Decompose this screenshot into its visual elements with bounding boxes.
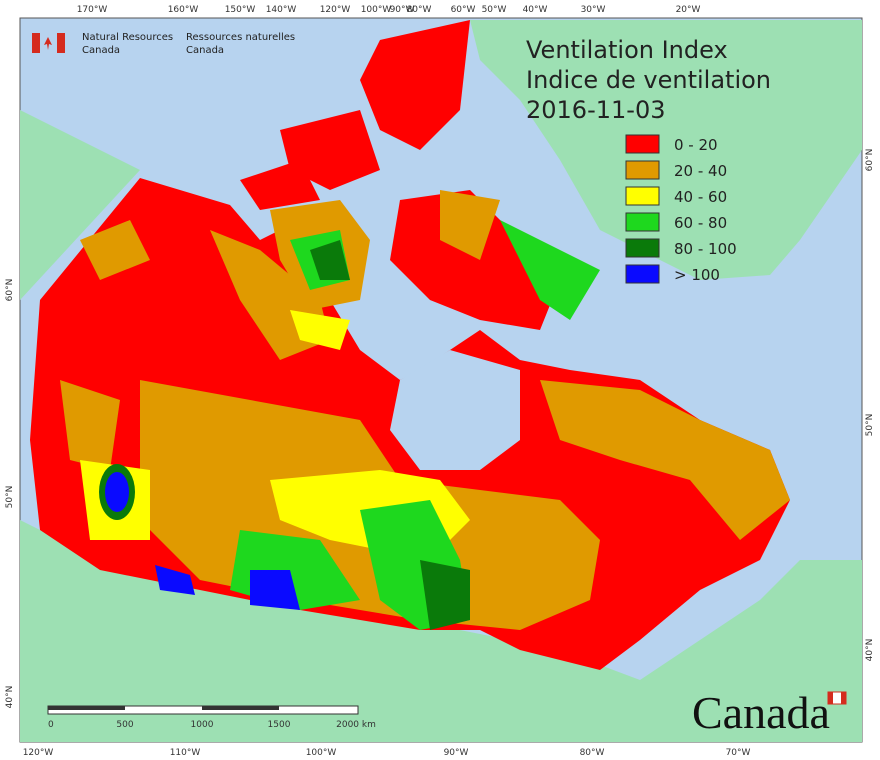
lon-label: 90°W (390, 5, 415, 15)
agency: Natural Resources (82, 32, 173, 43)
lat-label: 60°N (5, 279, 15, 302)
flag (44, 37, 52, 50)
agency: Canada (82, 45, 120, 56)
island (360, 20, 470, 150)
lon-label: 30°W (581, 5, 606, 15)
legend-swatch (625, 264, 660, 284)
baffin (390, 190, 560, 330)
zone (80, 220, 150, 280)
zone (420, 560, 470, 630)
scale-label: 0 (48, 720, 54, 730)
lat-label: 50°N (865, 414, 875, 437)
lon-label: 120°W (23, 748, 54, 758)
legend-label: > 100 (674, 266, 720, 284)
lon-label: 160°W (168, 5, 199, 15)
zone (155, 565, 195, 595)
scale-bar (48, 706, 125, 710)
lat-label: 40°N (865, 639, 875, 662)
legend-swatch (625, 212, 660, 232)
scale-label: 2000 km (336, 720, 376, 730)
zone (500, 220, 600, 320)
title: Ventilation Index (526, 36, 728, 64)
lon-label: 60°W (451, 5, 476, 15)
legend-label: 60 - 80 (674, 214, 727, 232)
flag (32, 33, 40, 53)
lon-label: 140°W (266, 5, 297, 15)
legend-label: 0 - 20 (674, 136, 718, 154)
title: Indice de ventilation (526, 66, 771, 94)
usa (20, 520, 862, 742)
scale-bar (202, 706, 279, 710)
zone (540, 380, 790, 540)
wordmark-flag (828, 692, 833, 704)
lon-label: 100°W (306, 748, 337, 758)
scale-label: 1500 (268, 720, 291, 730)
hudson-bay (390, 350, 520, 470)
lat-label: 40°N (5, 686, 15, 709)
lon-label: 80°W (407, 5, 432, 15)
lon-label: 120°W (320, 5, 351, 15)
legend-swatch (625, 160, 660, 180)
lon-label: 80°W (580, 748, 605, 758)
zone (250, 570, 300, 610)
agency: Canada (186, 45, 224, 56)
zone (310, 240, 350, 280)
island (240, 160, 320, 210)
lon-label: 90°W (444, 748, 469, 758)
wordmark-flag (841, 692, 846, 704)
lon-label: 110°W (170, 748, 201, 758)
lat-label: 50°N (5, 486, 15, 509)
alaska (20, 110, 140, 300)
scale-label: 500 (116, 720, 133, 730)
legend-label: 40 - 60 (674, 188, 727, 206)
flag (57, 33, 65, 53)
legend-label: 20 - 40 (674, 162, 727, 180)
lon-label: 170°W (77, 5, 108, 15)
legend-swatch (625, 186, 660, 206)
wordmark: Canada (692, 687, 830, 738)
agency: Ressources naturelles (186, 32, 295, 43)
scale-label: 1000 (191, 720, 214, 730)
lon-label: 70°W (726, 748, 751, 758)
legend-swatch (625, 238, 660, 258)
zone (105, 472, 129, 512)
legend-label: 80 - 100 (674, 240, 737, 258)
lon-label: 150°W (225, 5, 256, 15)
greenland (470, 20, 862, 280)
zone (440, 190, 500, 260)
zone (290, 310, 350, 350)
title: 2016-11-03 (526, 96, 665, 124)
lon-label: 50°W (482, 5, 507, 15)
zone (60, 380, 120, 470)
lon-label: 100°W (361, 5, 392, 15)
lon-label: 20°W (676, 5, 701, 15)
legend-swatch (625, 134, 660, 154)
lon-label: 40°W (523, 5, 548, 15)
lat-label: 60°N (865, 149, 875, 172)
